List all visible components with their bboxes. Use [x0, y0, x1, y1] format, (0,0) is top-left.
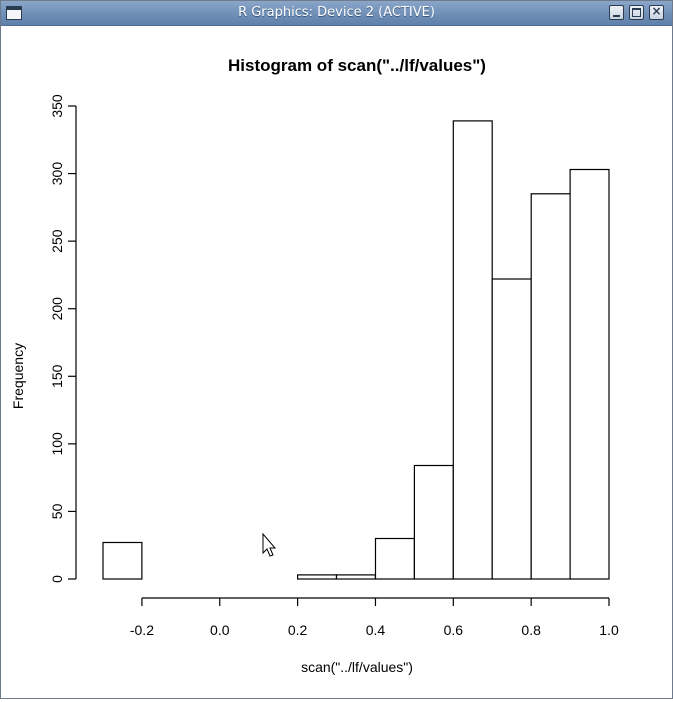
y-tick-label-3: 150 — [49, 364, 65, 388]
maximize-icon — [632, 8, 641, 17]
y-tick-label-2: 100 — [49, 432, 65, 456]
x-tick-label-4: 0.6 — [444, 622, 464, 638]
x-tick-label-6: 1.0 — [599, 622, 619, 638]
maximize-button[interactable] — [629, 5, 644, 20]
y-tick-label-1: 50 — [49, 503, 65, 519]
x-tick-label-3: 0.4 — [366, 622, 386, 638]
histogram-bar-0 — [102, 541, 143, 580]
minimize-icon — [613, 15, 620, 17]
histogram-bar-8 — [413, 464, 454, 580]
y-axis-label: Frequency — [10, 343, 26, 409]
y-tick-label-5: 250 — [49, 229, 65, 253]
mouse-cursor-icon — [262, 532, 277, 557]
x-tick-label-2: 0.2 — [288, 622, 308, 638]
x-axis: -0.2 0.0 0.2 0.4 0.6 0.8 1.0 — [130, 597, 619, 638]
y-tick-label-6: 300 — [49, 162, 65, 186]
y-tick-label-7: 350 — [49, 94, 65, 118]
window-menu-icon[interactable] — [6, 6, 22, 20]
x-axis-label: scan("../lf/values") — [301, 659, 413, 675]
histogram-bar-12 — [569, 168, 610, 580]
x-tick-label-1: 0.0 — [210, 622, 230, 638]
x-tick-label-5: 0.8 — [521, 622, 541, 638]
y-axis: 0 50 100 150 200 250 300 350 — [49, 94, 77, 583]
title-bar[interactable]: R Graphics: Device 2 (ACTIVE) × — [1, 1, 672, 26]
histogram-bar-9 — [452, 120, 493, 580]
histogram-bar-7 — [374, 537, 416, 580]
histogram-bar-10 — [491, 278, 532, 580]
window-title: R Graphics: Device 2 (ACTIVE) — [238, 5, 435, 20]
histogram-bar-6 — [335, 574, 377, 580]
histogram-chart: Histogram of scan("../lf/values") scan("… — [10, 56, 619, 675]
close-button[interactable]: × — [649, 4, 664, 20]
minimize-button[interactable] — [609, 5, 624, 20]
y-tick-label-0: 0 — [49, 575, 65, 583]
y-tick-label-4: 200 — [49, 297, 65, 321]
histogram-bar-11 — [530, 193, 571, 580]
plot-area: Histogram of scan("../lf/values") scan("… — [1, 26, 672, 698]
histogram-bar-5 — [297, 574, 338, 580]
close-icon: × — [651, 4, 662, 18]
histogram-bars — [102, 120, 610, 580]
chart-title: Histogram of scan("../lf/values") — [228, 56, 486, 75]
x-tick-label-0: -0.2 — [130, 622, 154, 638]
